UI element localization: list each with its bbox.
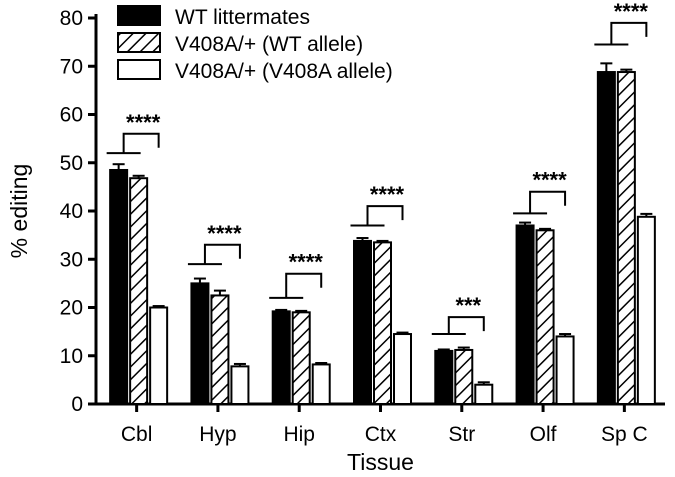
significance-bracket xyxy=(285,272,323,298)
bar xyxy=(636,215,656,405)
y-tick-label: 70 xyxy=(60,55,83,78)
significance-label: **** xyxy=(614,0,649,24)
x-tick-label: Cbl xyxy=(121,423,153,446)
significance-bracket xyxy=(122,132,160,154)
x-tick-label: Olf xyxy=(530,423,557,446)
legend-swatch xyxy=(117,32,161,53)
legend-label: V408A/+ (WT allele) xyxy=(175,33,363,56)
bar xyxy=(210,294,230,405)
x-axis-title: Tissue xyxy=(347,449,414,475)
bar xyxy=(474,383,494,406)
bar xyxy=(515,224,535,405)
bar xyxy=(434,349,454,405)
bar xyxy=(596,71,616,405)
bar xyxy=(353,239,372,405)
x-tick-label: Sp C xyxy=(601,423,648,446)
bar xyxy=(616,71,636,405)
bar xyxy=(454,348,474,405)
significance-layer: *************************** xyxy=(106,0,649,336)
y-tick-label: 50 xyxy=(60,152,83,175)
bar xyxy=(109,168,129,405)
y-axis-title: % editing xyxy=(6,164,32,259)
significance-label: **** xyxy=(532,168,567,193)
bar xyxy=(129,177,149,405)
legend-swatch xyxy=(117,59,161,80)
y-tick-label: 30 xyxy=(60,248,83,271)
bar xyxy=(230,365,250,405)
y-tick-label: 10 xyxy=(60,345,83,368)
significance-bracket xyxy=(203,243,241,265)
bar xyxy=(149,306,169,405)
bar xyxy=(271,310,291,405)
x-tick-label: Str xyxy=(448,423,475,446)
legend-label: WT littermates xyxy=(175,6,310,29)
bar xyxy=(555,335,575,406)
axes: 0 10 20 30 40 50 60 70 80 % editing Tissue Cbl Hyp Hi… xyxy=(6,7,665,475)
significance-bracket xyxy=(610,21,648,45)
legend-swatch xyxy=(117,5,161,26)
y-tick-label: 0 xyxy=(71,393,83,416)
x-tick-label: Ctx xyxy=(365,423,397,446)
bar xyxy=(311,363,331,405)
bar xyxy=(393,333,412,406)
x-tick-label: Hip xyxy=(283,423,315,446)
x-tick-label: Hyp xyxy=(199,423,236,446)
bar xyxy=(373,241,392,405)
bar xyxy=(535,229,555,405)
y-tick-label: 40 xyxy=(60,200,83,223)
significance-label: *** xyxy=(455,293,481,318)
legend-label: V408A/+ (V408A allele) xyxy=(175,60,393,83)
y-tick-label: 60 xyxy=(60,104,83,127)
significance-label: **** xyxy=(126,110,161,135)
significance-label: **** xyxy=(289,250,324,275)
significance-bracket xyxy=(529,190,567,214)
significance-bracket xyxy=(366,205,404,226)
bars-layer xyxy=(109,62,656,406)
significance-label: **** xyxy=(370,182,405,207)
bar xyxy=(190,282,210,405)
y-tick-label: 20 xyxy=(60,297,83,320)
bar xyxy=(291,311,311,406)
legend: WT littermates V408A/+ (WT allele) V408A/+… xyxy=(117,5,393,83)
significance-label: **** xyxy=(207,221,242,246)
y-tick-label: 80 xyxy=(60,7,83,30)
significance-bracket xyxy=(447,316,485,335)
